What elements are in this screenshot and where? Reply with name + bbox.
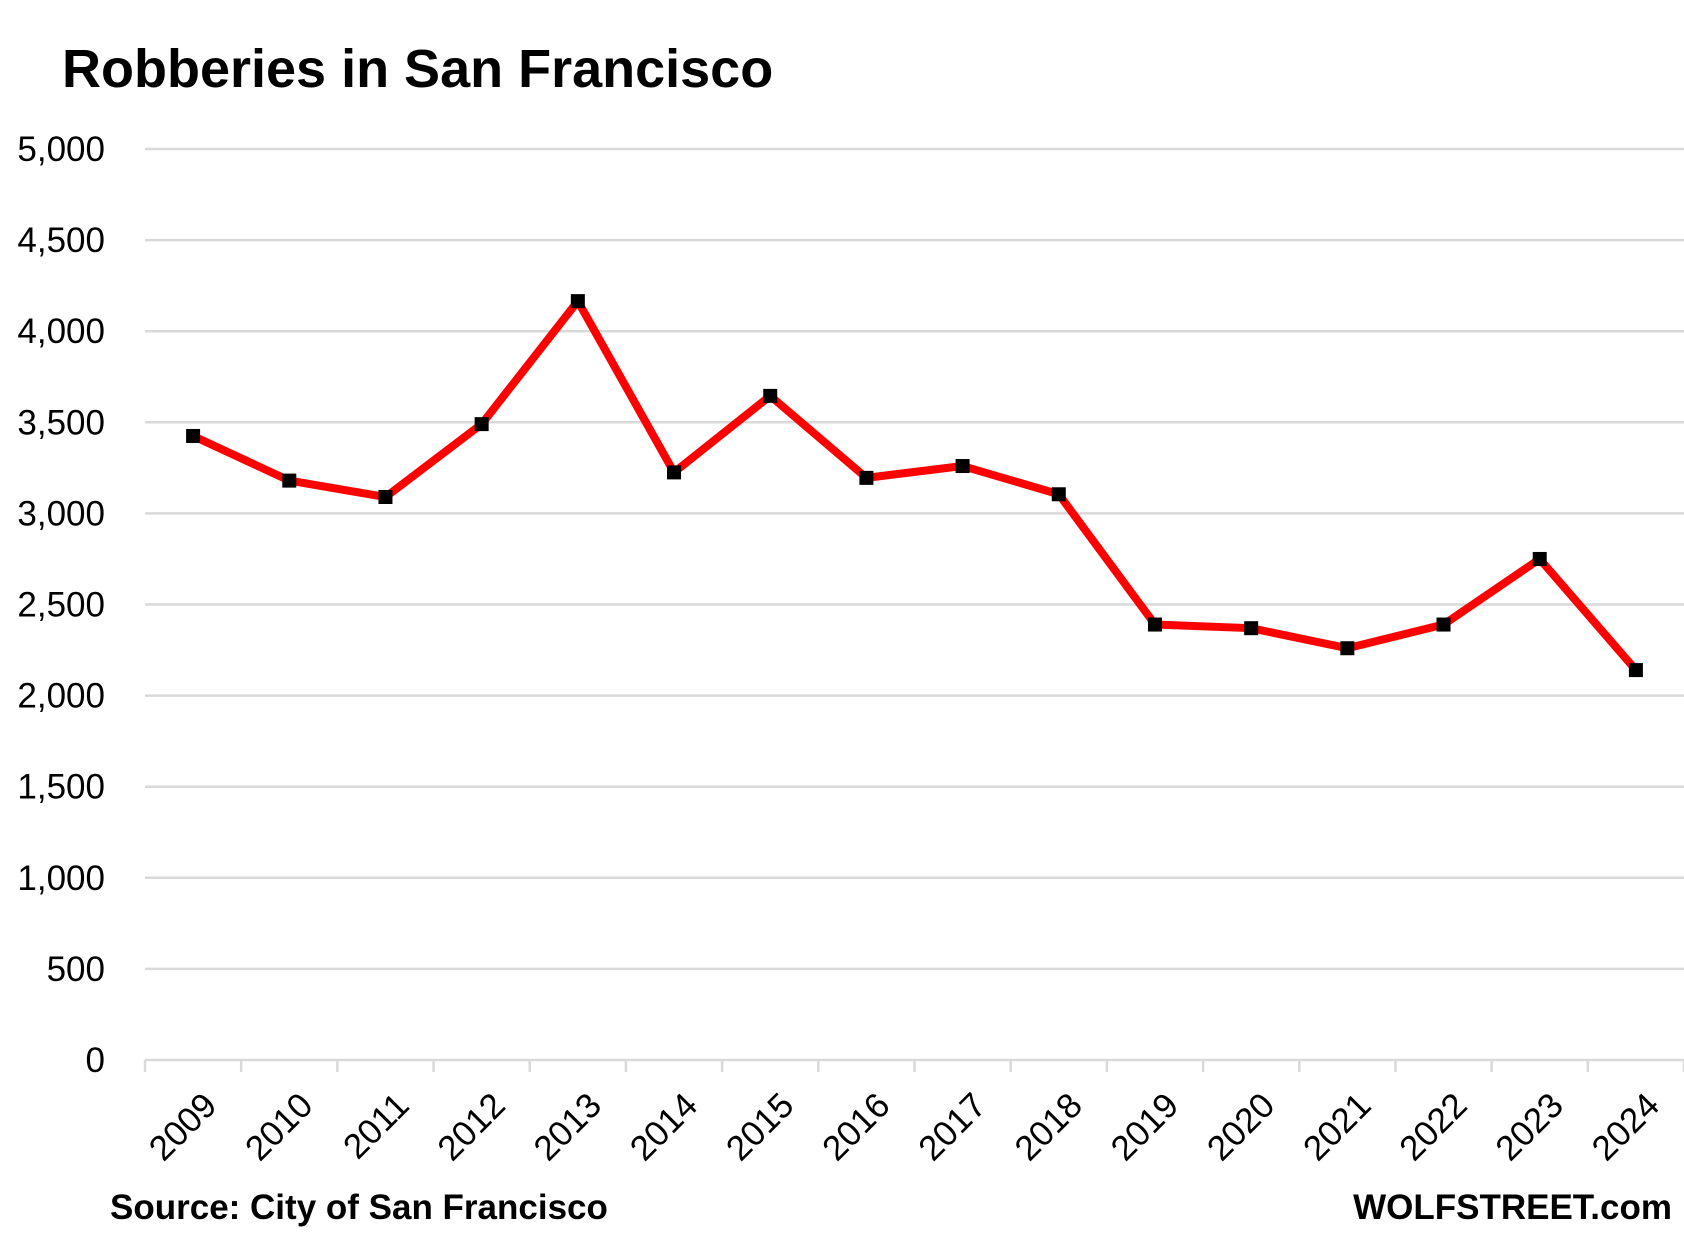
data-point [1628, 663, 1643, 678]
x-tick-label: 2023 [1488, 1086, 1571, 1169]
y-axis-ticks: 0 500 1,000 1,500 2,000 2,500 3,000 3,500 4,000 4… [17, 130, 105, 1080]
x-tick-label: 2017 [911, 1086, 994, 1169]
x-axis [143, 1058, 1684, 1072]
x-tick-label: 2011 [336, 1086, 417, 1167]
y-tick-label: 3,500 [17, 403, 105, 442]
y-tick-label: 1,500 [17, 768, 105, 807]
series [189, 297, 1640, 675]
y-tick-label: 4,000 [17, 312, 105, 351]
data-point [570, 294, 585, 309]
data-point [1051, 487, 1066, 502]
grid-lines [145, 147, 1684, 971]
data-point [763, 388, 778, 403]
y-tick-label: 0 [86, 1041, 105, 1080]
series-line [189, 297, 1640, 675]
y-tick-label: 500 [47, 950, 105, 989]
y-tick-label: 3,000 [17, 494, 105, 533]
data-point [1244, 621, 1259, 636]
y-tick-label: 2,000 [17, 677, 105, 716]
brand-label: WOLFSTREET.com [1353, 1188, 1672, 1227]
x-tick-label: 2022 [1392, 1086, 1475, 1169]
source-note: Source: City of San Francisco [110, 1188, 608, 1227]
x-tick-label: 2012 [430, 1086, 513, 1169]
y-tick-label: 4,500 [17, 221, 105, 260]
x-tick-label: 2024 [1584, 1086, 1667, 1169]
markers [186, 294, 1643, 678]
x-tick-label: 2016 [815, 1086, 898, 1169]
x-tick-label: 2018 [1007, 1086, 1090, 1169]
data-point [474, 417, 489, 432]
x-tick-label: 2014 [623, 1086, 706, 1169]
data-point [378, 490, 393, 505]
data-point [955, 459, 970, 474]
data-point [667, 465, 682, 480]
x-axis-ticks: 2009 2010 2011 2012 2013 2014 2015 2016 2017 2018… [142, 1086, 1667, 1169]
data-point [186, 428, 201, 443]
x-tick-label: 2013 [526, 1086, 609, 1169]
data-point [1340, 641, 1355, 656]
y-tick-label: 5,000 [17, 130, 105, 169]
data-point [1147, 617, 1162, 632]
x-tick-label: 2015 [719, 1086, 802, 1169]
data-point [859, 470, 874, 485]
data-point [1436, 617, 1451, 632]
data-point [282, 473, 297, 488]
chart-title: Robberies in San Francisco [62, 39, 774, 99]
y-tick-label: 2,500 [17, 586, 105, 625]
x-tick-label: 2020 [1200, 1086, 1283, 1169]
x-tick-label: 2009 [142, 1086, 225, 1169]
x-tick-label: 2019 [1104, 1086, 1187, 1169]
y-tick-label: 1,000 [17, 859, 105, 898]
x-tick-label: 2021 [1296, 1086, 1379, 1169]
data-point [1532, 551, 1547, 566]
x-tick-label: 2010 [238, 1086, 321, 1169]
